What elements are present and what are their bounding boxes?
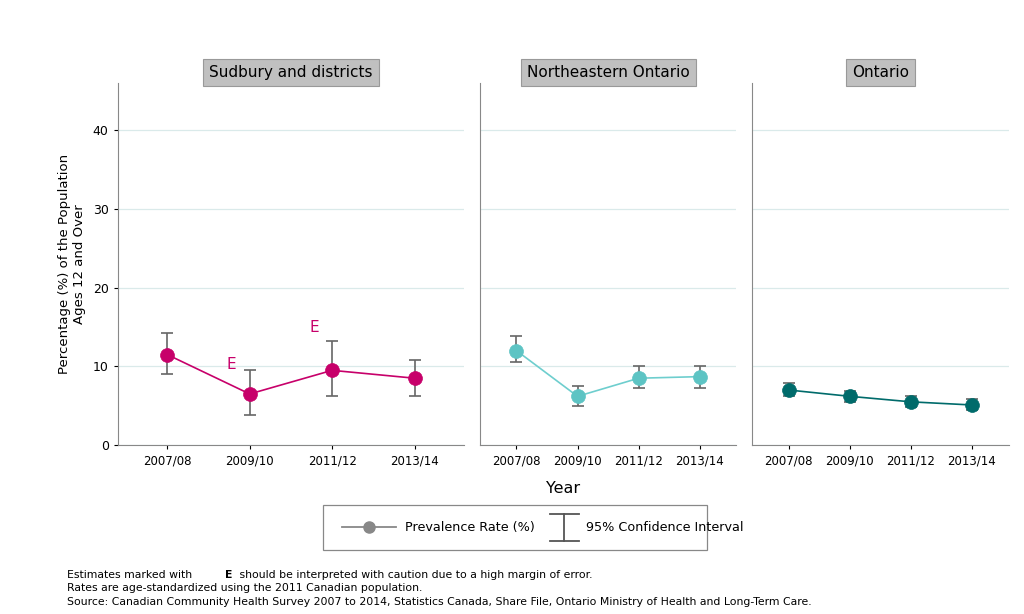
Y-axis label: Percentage (%) of the Population
Ages 12 and Over: Percentage (%) of the Population Ages 12… [58,154,86,374]
Text: Source: Canadian Community Health Survey 2007 to 2014, Statistics Canada, Share : Source: Canadian Community Health Survey… [67,597,811,607]
Text: Estimates marked with: Estimates marked with [67,570,196,580]
Text: E: E [226,357,237,372]
Text: should be interpreted with caution due to a high margin of error.: should be interpreted with caution due t… [236,570,592,580]
Title: Sudbury and districts: Sudbury and districts [209,65,373,80]
Text: 95% Confidence Interval: 95% Confidence Interval [586,521,743,534]
Text: E: E [225,570,232,580]
Text: Rates are age-standardized using the 2011 Canadian population.: Rates are age-standardized using the 201… [67,583,422,593]
FancyBboxPatch shape [323,505,707,550]
Text: E: E [309,320,318,335]
Title: Ontario: Ontario [852,65,909,80]
Title: Northeastern Ontario: Northeastern Ontario [526,65,689,80]
Text: Year: Year [546,481,581,495]
Text: Prevalence Rate (%): Prevalence Rate (%) [406,521,535,534]
